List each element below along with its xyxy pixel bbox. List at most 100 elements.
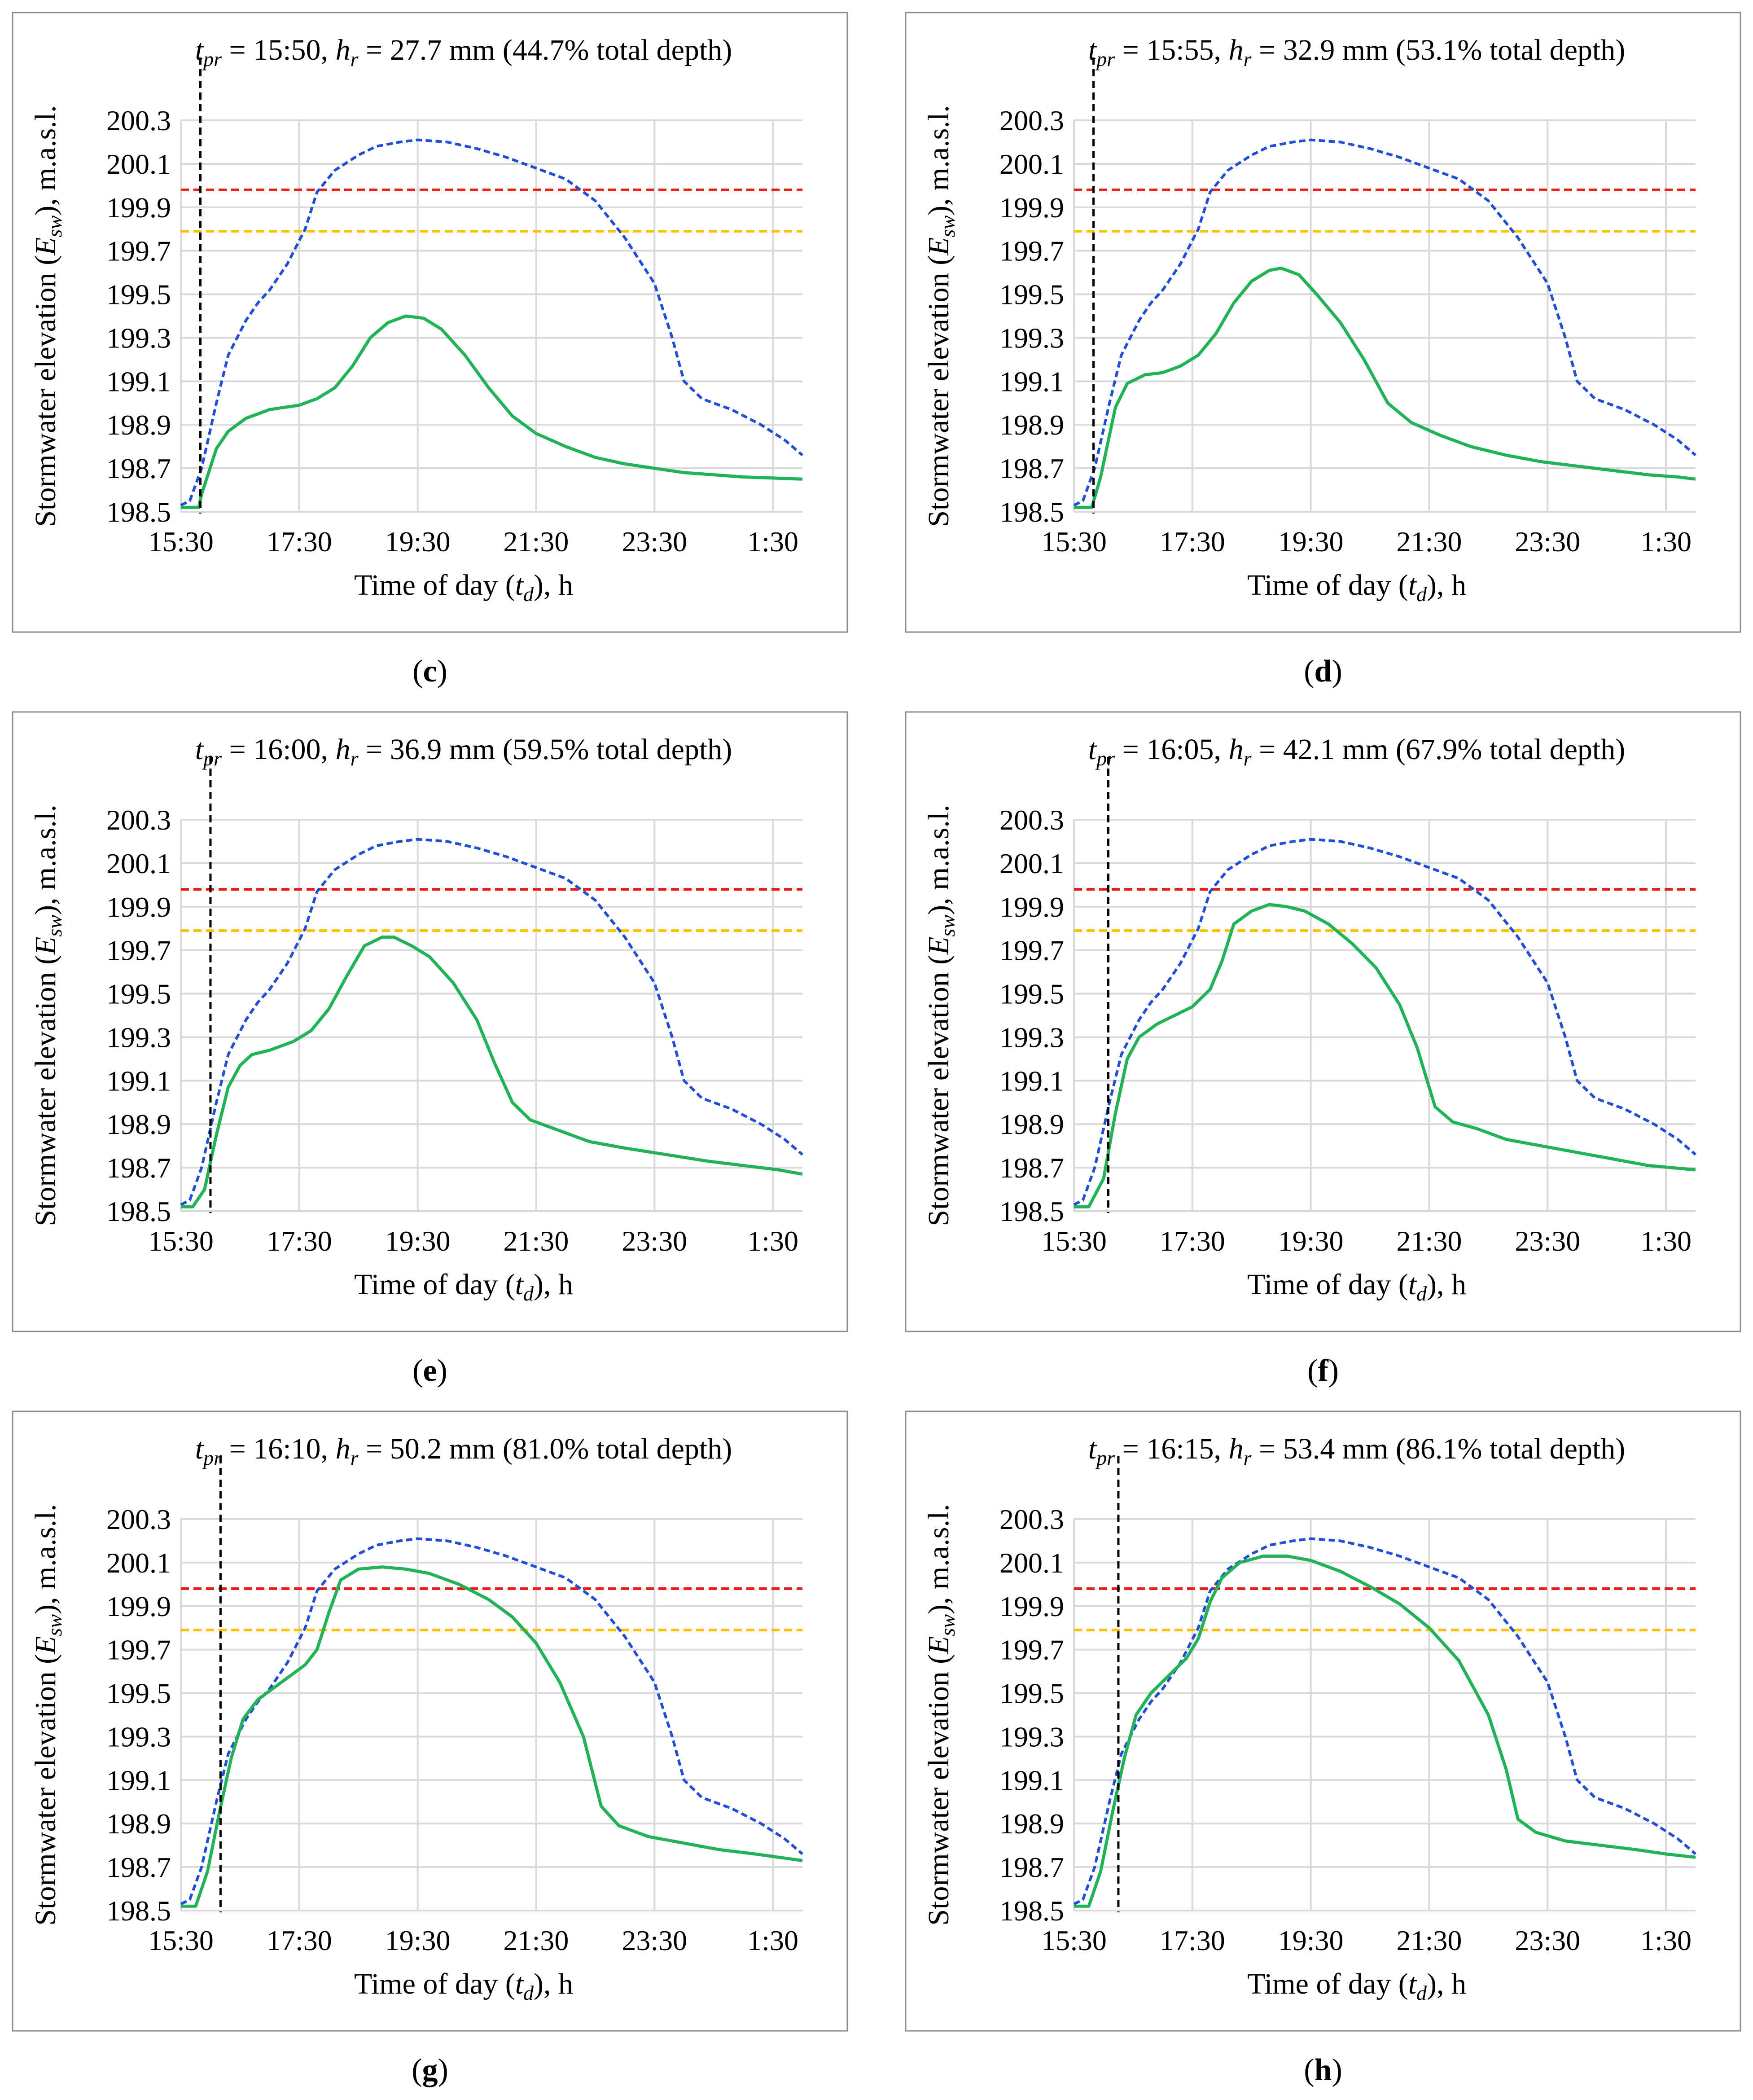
y-tick-label: 199.1 <box>999 365 1064 397</box>
series-line-solid-green <box>1074 903 1696 1208</box>
panel-label-open: ( <box>412 1353 423 1388</box>
x-tick-label: 17:30 <box>267 526 332 558</box>
y-tick-label: 198.9 <box>999 1108 1064 1140</box>
y-tick-label: 199.3 <box>999 322 1064 354</box>
x-tick-label: 19:30 <box>385 1225 451 1257</box>
y-tick-label: 200.3 <box>106 804 171 836</box>
y-tick-label: 199.7 <box>999 235 1064 267</box>
y-axis-label: Stormwater elevation (Esw), m.a.s.l. <box>29 105 66 527</box>
x-tick-label: 23:30 <box>1515 1924 1580 1956</box>
x-tick-label: 21:30 <box>504 1924 569 1956</box>
y-tick-label: 198.7 <box>106 1851 171 1883</box>
panel-label: (d) <box>1304 654 1342 689</box>
panel-frame <box>12 1410 848 2032</box>
y-tick-label: 198.5 <box>106 1895 171 1927</box>
series-line-solid-green <box>181 1565 803 1908</box>
y-tick-label: 198.7 <box>106 1152 171 1184</box>
y-tick-label: 199.7 <box>106 1634 171 1666</box>
panel-title: tpr = 16:10, hr = 50.2 mm (81.0% total d… <box>195 1432 732 1469</box>
y-tick-label: 199.1 <box>106 1764 171 1796</box>
panel-label-open: ( <box>412 654 423 689</box>
panel-label-open: ( <box>1304 654 1314 689</box>
x-tick-label: 1:30 <box>1640 526 1692 558</box>
y-tick-label: 200.3 <box>106 105 171 136</box>
x-tick-label: 17:30 <box>1160 1225 1225 1257</box>
x-tick-label: 15:30 <box>148 526 214 558</box>
y-tick-label: 199.9 <box>106 192 171 224</box>
y-tick-label: 199.9 <box>999 192 1064 224</box>
series-line-dashed-blue <box>180 138 803 507</box>
x-tick-label: 21:30 <box>504 526 569 558</box>
panel-e: 198.5 198.7 198.9 199.1 199.3 199.5 199.7 199.9… <box>12 711 848 1332</box>
y-tick-label: 199.1 <box>999 1065 1064 1097</box>
panel-label: (g) <box>412 2053 448 2087</box>
panel-label-letter: g <box>422 2053 438 2087</box>
y-tick-label: 199.9 <box>999 1590 1064 1622</box>
series-line-dashed-blue <box>1073 838 1696 1206</box>
panel-label: (c) <box>412 654 447 689</box>
x-tick-label: 17:30 <box>1160 526 1225 558</box>
x-tick-label: 23:30 <box>622 1225 687 1257</box>
y-tick-label: 198.9 <box>106 409 171 441</box>
x-tick-label: 21:30 <box>1397 1225 1462 1257</box>
y-tick-label: 198.7 <box>999 1851 1064 1883</box>
x-tick-label: 17:30 <box>267 1225 332 1257</box>
panel-d: 198.5 198.7 198.9 199.1 199.3 199.5 199.7 199.9… <box>905 12 1741 633</box>
panel-label-close: ) <box>1328 1353 1339 1388</box>
panel-frame <box>905 1410 1741 2032</box>
y-tick-label: 199.7 <box>999 1634 1064 1666</box>
y-tick-label: 199.5 <box>999 279 1064 311</box>
y-axis-label: Stormwater elevation (Esw), m.a.s.l. <box>29 804 66 1226</box>
y-axis-label: Stormwater elevation (Esw), m.a.s.l. <box>922 804 959 1226</box>
panel-label-close: ) <box>437 654 447 689</box>
y-tick-label: 200.3 <box>999 105 1064 136</box>
x-tick-label: 21:30 <box>504 1225 569 1257</box>
y-tick-label: 198.9 <box>106 1108 171 1140</box>
y-tick-label: 199.3 <box>999 1721 1064 1753</box>
y-tick-label: 199.3 <box>999 1021 1064 1053</box>
x-tick-label: 23:30 <box>622 1924 687 1956</box>
panel-label-open: ( <box>412 2053 422 2087</box>
panel-h: 198.5 198.7 198.9 199.1 199.3 199.5 199.7 199.9… <box>905 1410 1741 2032</box>
y-tick-label: 200.3 <box>999 804 1064 836</box>
y-tick-label: 199.3 <box>106 322 171 354</box>
series-line-solid-green <box>1074 1554 1696 1908</box>
y-tick-label: 198.5 <box>999 1895 1064 1927</box>
panel-label-letter: d <box>1315 654 1332 689</box>
panel-label-letter: h <box>1315 2053 1332 2087</box>
y-tick-label: 199.5 <box>999 978 1064 1010</box>
y-tick-label: 200.1 <box>999 148 1064 180</box>
y-axis-label: Stormwater elevation (Esw), m.a.s.l. <box>29 1504 66 1925</box>
panel-f: 198.5 198.7 198.9 199.1 199.3 199.5 199.7 199.9… <box>905 711 1741 1332</box>
y-tick-label: 200.1 <box>999 848 1064 879</box>
y-tick-label: 198.5 <box>106 1195 171 1227</box>
panel-label-close: ) <box>437 1353 447 1388</box>
panel-label: (f) <box>1307 1353 1339 1388</box>
x-tick-label: 21:30 <box>1397 1924 1462 1956</box>
x-tick-label: 1:30 <box>1640 1225 1692 1257</box>
x-axis-label: Time of day (td), h <box>354 1968 573 2004</box>
y-tick-label: 198.9 <box>999 1808 1064 1840</box>
y-tick-label: 200.1 <box>999 1547 1064 1579</box>
panel-label: (e) <box>412 1353 447 1388</box>
series-line-dashed-blue <box>180 1537 803 1906</box>
x-axis-label: Time of day (td), h <box>1247 1968 1466 2004</box>
x-tick-label: 23:30 <box>1515 526 1580 558</box>
x-tick-label: 19:30 <box>1278 1924 1344 1956</box>
x-tick-label: 15:30 <box>1041 1225 1107 1257</box>
panel-label-letter: e <box>423 1353 437 1388</box>
x-tick-label: 15:30 <box>1041 1924 1107 1956</box>
y-tick-label: 199.7 <box>106 235 171 267</box>
x-tick-label: 19:30 <box>1278 1225 1344 1257</box>
x-tick-label: 19:30 <box>1278 526 1344 558</box>
x-tick-label: 19:30 <box>385 1924 451 1956</box>
y-tick-label: 199.7 <box>106 935 171 967</box>
x-tick-label: 15:30 <box>148 1924 214 1956</box>
panel-title: tpr = 15:50, hr = 27.7 mm (44.7% total d… <box>195 34 732 70</box>
y-tick-label: 199.5 <box>106 1678 171 1709</box>
y-tick-label: 199.1 <box>999 1764 1064 1796</box>
x-tick-label: 1:30 <box>747 1225 798 1257</box>
y-tick-label: 199.7 <box>999 935 1064 967</box>
y-tick-label: 199.1 <box>106 1065 171 1097</box>
x-tick-label: 15:30 <box>1041 526 1107 558</box>
